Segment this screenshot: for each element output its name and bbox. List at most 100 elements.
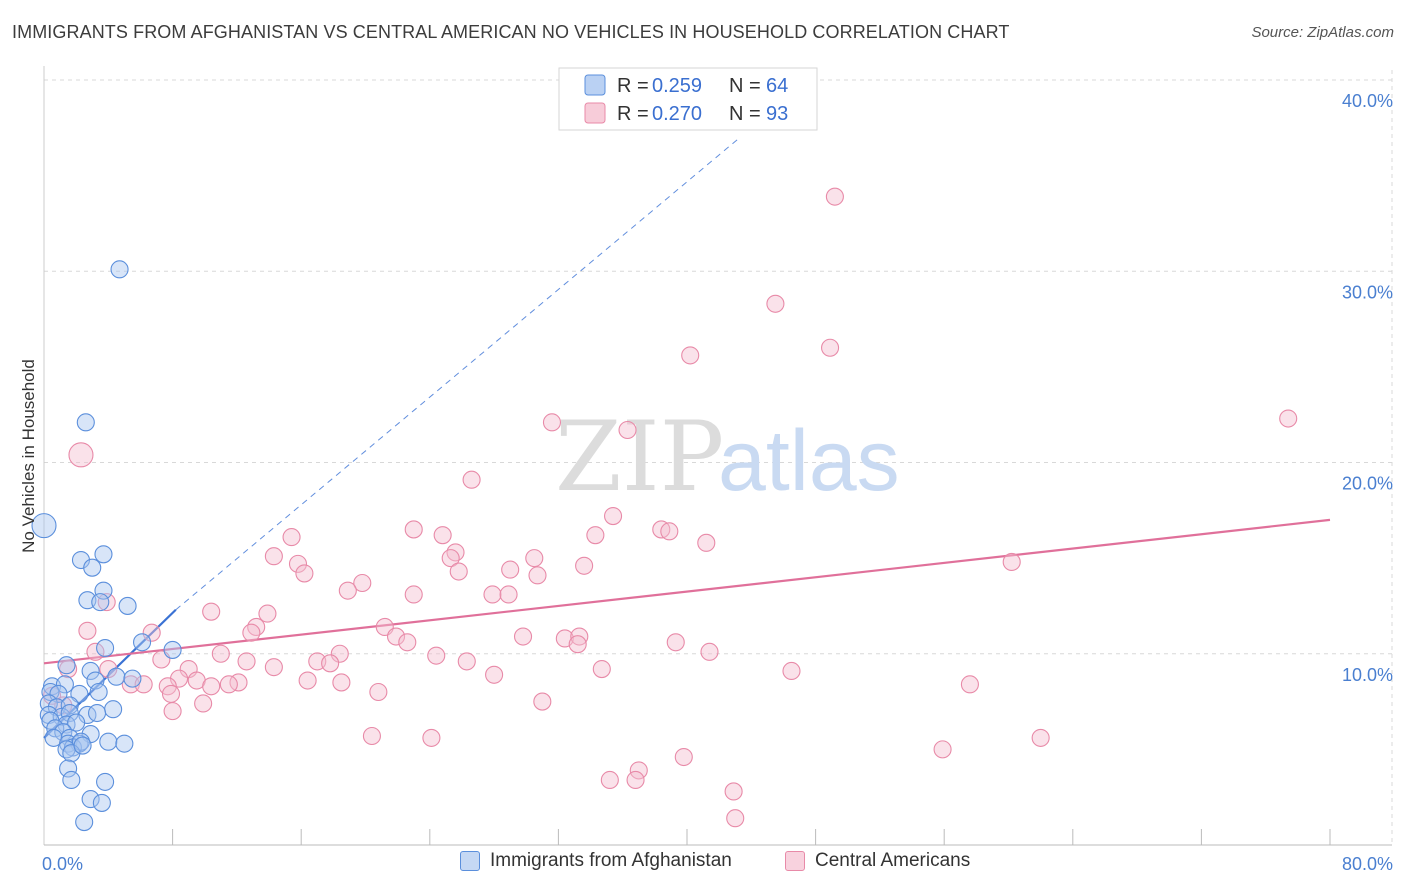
point-central-americans (422, 728, 441, 747)
point-central-americans (194, 694, 213, 713)
point-central-americans (483, 585, 502, 604)
point-afghanistan (83, 558, 102, 577)
point-central-americans (362, 726, 381, 746)
point-central-americans (462, 470, 481, 489)
point-afghanistan (76, 413, 95, 432)
point-afghanistan (81, 790, 100, 809)
y-tick-label: 20.0% (1342, 474, 1393, 494)
point-central-americans (332, 673, 351, 692)
point-central-americans (237, 652, 256, 671)
legend-item-afghanistan: Immigrants from Afghanistan (460, 850, 732, 872)
point-central-americans (219, 675, 238, 694)
point-central-americans (666, 633, 685, 652)
point-central-americans (485, 665, 504, 684)
point-central-americans (724, 782, 743, 801)
point-central-americans (592, 659, 611, 679)
point-central-americans (247, 617, 266, 637)
y-tick-label: 30.0% (1342, 282, 1393, 302)
point-central-americans (353, 573, 372, 593)
point-central-americans (264, 658, 283, 677)
point-central-americans (446, 543, 465, 562)
point-central-americans (161, 684, 181, 703)
point-afghanistan (75, 812, 94, 832)
point-central-americans (404, 520, 423, 539)
point-afghanistan (115, 734, 134, 753)
point-central-americans (542, 413, 562, 432)
point-afghanistan (99, 732, 118, 751)
point-central-americans (629, 761, 648, 780)
point-central-americans (97, 593, 116, 612)
point-central-americans (1002, 552, 1021, 572)
y-axis-title: No Vehicles in Household (19, 359, 38, 553)
point-central-americans (525, 549, 544, 568)
point-afghanistan (91, 593, 110, 612)
point-central-americans (674, 747, 693, 767)
legend-swatch-blue (460, 851, 480, 871)
data-points (31, 187, 1298, 832)
point-central-americans (825, 187, 844, 206)
point-central-americans (338, 581, 357, 600)
point-afghanistan (67, 713, 86, 732)
point-central-americans (202, 677, 221, 696)
point-afghanistan (96, 772, 115, 791)
point-afghanistan (57, 656, 76, 675)
point-afghanistan (94, 581, 113, 600)
legend-r-label-central-americans: R = (617, 103, 649, 125)
point-central-americans (528, 566, 547, 585)
point-central-americans (242, 623, 261, 642)
trend-line-central-americans (43, 518, 1331, 665)
legend-label-central-americans: Central Americans (815, 850, 971, 871)
point-central-americans (660, 522, 679, 541)
y-tick-label: 40.0% (1342, 91, 1393, 111)
point-afghanistan (49, 684, 68, 703)
tick-labels: 10.0% 20.0% 30.0% 40.0% 0.0% 80.0% (42, 91, 1393, 874)
point-central-americans (86, 642, 105, 661)
point-central-americans (1031, 728, 1050, 747)
point-afghanistan (133, 633, 152, 652)
point-central-americans (321, 654, 340, 673)
point-afghanistan (31, 513, 57, 539)
point-afghanistan (163, 640, 182, 659)
point-afghanistan (110, 260, 129, 279)
point-central-americans (78, 621, 97, 640)
point-central-americans (404, 585, 423, 604)
point-central-americans (386, 627, 406, 646)
point-central-americans (68, 442, 94, 468)
point-afghanistan (55, 675, 74, 694)
point-central-americans (697, 533, 716, 552)
legend-n-label-afghanistan: N = (729, 75, 761, 97)
point-afghanistan (118, 596, 137, 615)
point-afghanistan (92, 793, 111, 812)
point-central-americans (933, 740, 952, 759)
x-tick-label-max: 80.0% (1342, 854, 1393, 874)
point-central-americans (1279, 409, 1298, 428)
point-afghanistan (87, 703, 107, 723)
legend-r-label-afghanistan: R = (617, 75, 649, 97)
point-afghanistan (94, 545, 113, 564)
watermark: ZIP atlas (555, 401, 900, 513)
point-central-americans (821, 338, 840, 357)
point-central-americans (726, 809, 745, 828)
point-central-americans (575, 556, 594, 575)
watermark-atlas: atlas (718, 413, 900, 509)
point-central-americans (533, 692, 552, 711)
legend-r-value-afghanistan: 0.259 (652, 75, 702, 97)
point-central-americans (568, 635, 587, 654)
point-central-americans (449, 562, 468, 581)
point-central-americans (211, 644, 230, 663)
point-central-americans (288, 554, 308, 573)
point-central-americans (298, 671, 317, 690)
point-central-americans (264, 547, 283, 566)
point-central-americans (134, 675, 153, 694)
point-central-americans (202, 602, 221, 621)
point-afghanistan (107, 667, 126, 686)
point-central-americans (457, 652, 476, 671)
point-afghanistan (89, 682, 108, 702)
legend-label-afghanistan: Immigrants from Afghanistan (490, 850, 732, 871)
correlation-legend: R = 0.259 N = 64 R = 0.270 N = 93 (558, 67, 818, 131)
point-afghanistan (123, 669, 142, 688)
legend-n-value-afghanistan: 64 (766, 75, 788, 97)
point-central-americans (766, 294, 785, 313)
legend-swatch-afghanistan (584, 74, 606, 96)
